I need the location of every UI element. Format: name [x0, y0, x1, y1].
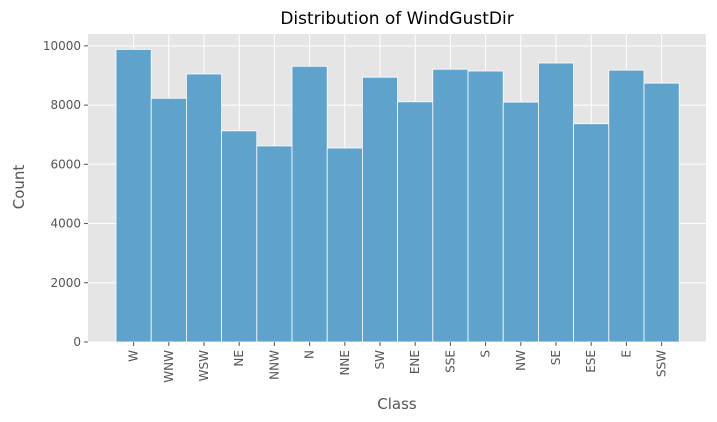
y-tick-label: 10000 — [43, 39, 81, 53]
x-tick-label: NW — [514, 350, 528, 371]
bar-w — [115, 49, 152, 343]
x-tick-label: NNE — [338, 350, 352, 376]
bar-e — [608, 69, 645, 343]
bar-ssw — [643, 82, 680, 343]
x-axis-ticks: W WNW WSW NE NNW N NNE SW ENE SSE S NW SE ESE E SSW — [127, 342, 669, 383]
bar-nw — [502, 101, 539, 343]
bar-se — [538, 62, 575, 343]
x-tick-label: WNW — [162, 350, 176, 383]
y-tick-label: 6000 — [50, 157, 81, 171]
x-tick-label: SW — [373, 350, 387, 370]
bar-sw — [361, 76, 398, 343]
x-axis-label: Class — [377, 395, 417, 413]
x-tick-label: WSW — [197, 350, 211, 381]
x-tick-label: E — [619, 350, 633, 358]
bar-wnw — [150, 97, 187, 343]
x-tick-label: ESE — [584, 350, 598, 373]
x-tick-label: NE — [232, 350, 246, 367]
bar-sse — [432, 68, 469, 343]
bar-nnw — [256, 145, 293, 343]
x-tick-label: NNW — [267, 350, 281, 380]
x-tick-label: SE — [549, 350, 563, 365]
x-tick-label: ENE — [408, 350, 422, 374]
y-tick-label: 4000 — [50, 217, 81, 231]
x-tick-label: S — [479, 350, 493, 358]
bar-ene — [397, 101, 434, 343]
x-tick-label: SSW — [655, 350, 669, 377]
y-axis-ticks: 0 2000 4000 6000 8000 10000 — [43, 39, 88, 349]
x-tick-label: W — [127, 350, 141, 362]
x-tick-label: SSE — [443, 350, 457, 373]
chart-title: Distribution of WindGustDir — [280, 9, 513, 29]
bars — [115, 49, 680, 343]
bar-ese — [573, 123, 610, 343]
y-tick-label: 0 — [73, 335, 81, 349]
y-tick-label: 2000 — [50, 276, 81, 290]
bar-s — [467, 70, 504, 343]
y-tick-label: 8000 — [50, 98, 81, 112]
bar-wsw — [185, 73, 222, 343]
bar-nne — [326, 147, 363, 343]
x-tick-label: N — [303, 350, 317, 359]
bar-n — [291, 65, 328, 343]
bar-ne — [221, 130, 258, 343]
y-axis-label: Count — [10, 165, 28, 210]
